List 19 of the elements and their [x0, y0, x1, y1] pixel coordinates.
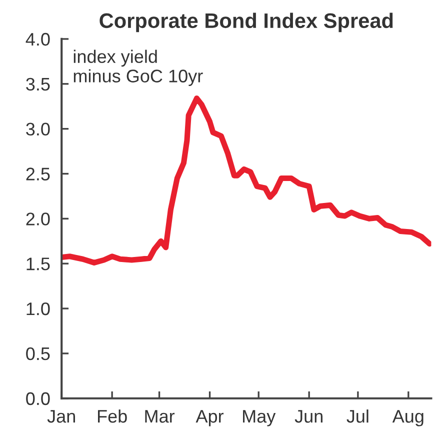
y-tick-label: 0.0: [26, 392, 50, 406]
x-tick-label: Mar: [145, 410, 175, 423]
chart-title: Corporate Bond Index Spread: [100, 12, 393, 32]
y-tick-label: 2.5: [26, 168, 50, 180]
annotation: index yield minus GoC 10yr: [74, 50, 203, 86]
x-tick-label: Aug: [392, 410, 424, 426]
y-tick-label: 3.0: [26, 122, 50, 136]
y-tick-label: 2.0: [26, 212, 50, 226]
y-tick-label: 1.0: [26, 302, 50, 316]
x-tick-label: Apr: [196, 410, 224, 426]
x-tick-label: Jul: [346, 409, 368, 423]
y-tick-label: 1.5: [26, 258, 50, 270]
y-tick-label: 0.5: [26, 347, 50, 360]
x-tick-label: May: [243, 410, 276, 426]
x-tick-label: Jun: [294, 410, 322, 423]
y-tick-label: 3.5: [26, 78, 50, 91]
x-tick-label: Jan: [47, 410, 75, 423]
x-tick-label: Feb: [98, 409, 127, 423]
y-tick-label: 4.0: [26, 32, 50, 46]
